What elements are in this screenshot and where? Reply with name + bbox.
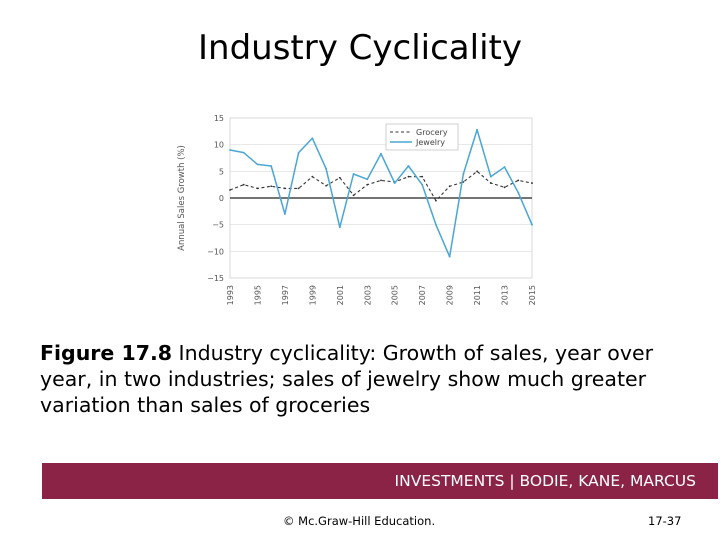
data-point-grocery	[407, 175, 410, 178]
data-point-grocery	[435, 199, 437, 202]
x-tick-label: 2011	[473, 285, 482, 305]
data-point-jewelry	[352, 173, 355, 175]
x-tick-label: 1993	[226, 285, 235, 305]
y-tick-label: 0	[219, 194, 224, 203]
figure-caption-text: Industry cyclicality: Growth of sales, y…	[40, 341, 654, 417]
y-tick-label: −10	[207, 247, 224, 256]
data-point-jewelry	[325, 167, 327, 170]
banner-text: INVESTMENTS | BODIE, KANE, MARCUS	[394, 472, 696, 490]
data-point-jewelry	[393, 182, 396, 184]
x-tick-label: 2005	[391, 285, 400, 305]
x-tick-label: 1995	[253, 285, 262, 305]
data-point-grocery	[489, 182, 492, 184]
data-point-grocery	[297, 187, 300, 190]
slide-title: Industry Cyclicality	[198, 28, 522, 68]
legend-box	[385, 123, 459, 151]
data-point-jewelry	[517, 191, 520, 194]
data-point-grocery	[270, 185, 273, 188]
data-point-grocery	[338, 176, 341, 179]
data-point-grocery	[284, 187, 286, 190]
y-tick-label: 15	[214, 114, 224, 123]
data-point-jewelry	[435, 223, 437, 226]
data-point-grocery	[476, 170, 478, 173]
x-tick-label: 2013	[501, 285, 510, 305]
legend-label-jewelry: Jewelry	[415, 138, 445, 147]
legend-label-grocery: Grocery	[416, 128, 448, 137]
data-point-grocery	[311, 175, 314, 178]
y-tick-label: 10	[214, 141, 224, 150]
sales-growth-chart: 15 10 5 0 −5 −10 −15 1993 1995 1997 1999 2001 2003 2…	[177, 114, 537, 305]
data-point-grocery	[421, 175, 424, 178]
data-point-jewelry	[311, 137, 314, 140]
data-point-grocery	[517, 179, 520, 182]
data-point-grocery	[448, 185, 451, 188]
x-tick-label: 2009	[446, 285, 455, 305]
data-point-grocery	[242, 183, 245, 186]
data-point-jewelry	[380, 152, 382, 155]
data-point-grocery	[366, 183, 369, 186]
data-point-grocery	[380, 179, 382, 182]
data-point-jewelry	[503, 166, 506, 168]
data-point-jewelry	[531, 223, 533, 226]
x-tick-label: 2001	[336, 285, 345, 305]
data-point-jewelry	[297, 151, 300, 154]
data-point-grocery	[531, 182, 533, 184]
data-point-jewelry	[284, 213, 286, 215]
data-point-jewelry	[462, 173, 465, 175]
data-point-jewelry	[242, 151, 245, 154]
data-point-jewelry	[421, 183, 424, 186]
y-tick-label: 5	[219, 167, 224, 176]
x-tick-label: 2015	[528, 285, 537, 305]
figure-caption: Figure 17.8 Industry cyclicality: Growth…	[40, 340, 700, 418]
publisher-banner: INVESTMENTS | BODIE, KANE, MARCUS	[42, 463, 718, 499]
data-point-grocery	[256, 187, 259, 190]
data-point-grocery	[462, 181, 465, 183]
page-number: 17-37	[648, 514, 682, 528]
x-tick-label: 2007	[418, 285, 427, 305]
series-line-grocery	[229, 170, 533, 202]
data-point-grocery	[229, 189, 231, 191]
data-point-jewelry	[448, 255, 451, 258]
data-point-jewelry	[338, 226, 341, 229]
copyright-text: © Mc.Graw-Hill Education.	[283, 514, 436, 528]
x-tick-label: 1999	[308, 285, 317, 305]
data-point-jewelry	[270, 165, 273, 167]
data-point-jewelry	[407, 165, 410, 167]
figure-number: Figure 17.8	[40, 341, 173, 365]
data-point-grocery	[503, 186, 506, 189]
x-tick-label: 2003	[363, 285, 372, 305]
data-point-grocery	[325, 184, 327, 187]
y-tick-label: −15	[207, 274, 224, 283]
data-point-jewelry	[229, 149, 231, 151]
data-point-jewelry	[366, 178, 369, 181]
data-point-jewelry	[256, 163, 259, 166]
y-axis-label: Annual Sales Growth (%)	[177, 145, 187, 251]
data-point-jewelry	[476, 128, 478, 131]
data-point-grocery	[352, 194, 355, 197]
x-tick-label: 1997	[281, 285, 290, 305]
data-point-jewelry	[489, 175, 492, 178]
y-tick-label: −5	[212, 221, 224, 230]
